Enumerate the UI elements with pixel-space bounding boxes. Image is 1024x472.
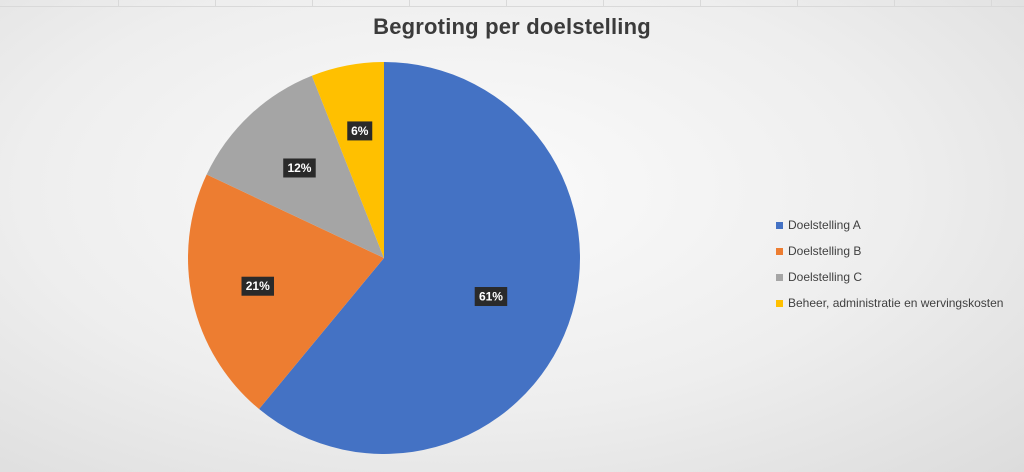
data-label-doelstelling-b: 21% [246,279,270,293]
pie-slice-beheer-administratie-en-wervingskosten [311,62,384,258]
gridline-1 [215,0,216,6]
gridline-9 [991,0,992,6]
chart-title: Begroting per doelstelling [373,14,651,39]
legend-item-doelstelling-a: Doelstelling A [776,212,1003,238]
legend-label: Beheer, administratie en wervingskosten [788,296,1004,310]
data-label-doelstelling-c: 12% [287,161,311,175]
data-label-box-doelstelling-b [241,276,275,296]
pie-slice-doelstelling-a [259,62,580,454]
legend-item-doelstelling-c: Doelstelling C [776,264,1003,290]
legend-swatch [776,273,783,281]
worksheet-gridlines [0,0,1024,7]
data-label-beheer-administratie-en-wervingskosten: 6% [351,124,369,138]
gridline-7 [797,0,798,6]
gridline-0 [118,0,119,6]
legend-label: Doelstelling B [788,244,862,258]
legend-label: Doelstelling C [788,270,863,284]
legend-swatch [776,221,783,229]
gridline-2 [312,0,313,6]
legend-swatch [776,247,783,255]
gridline-6 [700,0,701,6]
gridline-3 [409,0,410,6]
pie-data-labels: 61% 21% 12% 6% [241,121,508,307]
gridline-8 [894,0,895,6]
legend-label: Doelstelling A [788,218,861,232]
data-label-box-beheer-administratie-en-wervingskosten [347,121,373,141]
pie-slices [188,62,580,454]
gridline-4 [506,0,507,6]
data-label-doelstelling-a: 61% [479,290,503,304]
gridline-5 [603,0,604,6]
legend-swatch [776,299,783,307]
data-label-box-doelstelling-c [283,158,316,178]
legend-item-beheer-administratie-en-wervingskosten: Beheer, administratie en wervingskosten [776,290,1003,316]
legend-item-doelstelling-b: Doelstelling B [776,238,1003,264]
data-label-box-doelstelling-a [474,287,508,307]
chart-legend: Doelstelling A Doelstelling B Doelstelling… [776,212,1003,316]
pie-slice-doelstelling-b [188,174,384,410]
